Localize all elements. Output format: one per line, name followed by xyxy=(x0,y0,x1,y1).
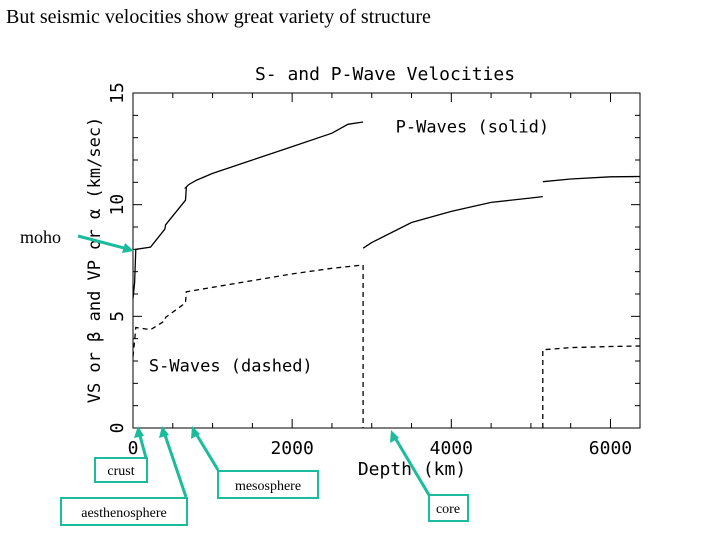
core-arrow-line xyxy=(392,435,431,496)
aesthenosphere-arrow-head xyxy=(159,426,169,438)
y-axis-label: VS or β and VP or α (km/sec) xyxy=(85,117,105,404)
chart-title: S- and P-Wave Velocities xyxy=(255,64,515,85)
core-box xyxy=(428,494,469,522)
plot-frame xyxy=(132,92,641,429)
callout-moho: moho xyxy=(20,227,134,253)
axis-ticks xyxy=(132,92,640,429)
callout-mesosphere: mesosphere xyxy=(191,426,319,499)
y-tick-label: 15 xyxy=(107,82,128,104)
moho-label: moho xyxy=(20,227,61,247)
y-axis-label-text: VS or β and VP or α (km/sec) xyxy=(85,117,105,404)
y-tick-label: 5 xyxy=(107,311,128,322)
callout-crust: crust xyxy=(94,426,148,483)
crust-box xyxy=(94,457,148,483)
series-lines xyxy=(132,121,641,428)
x-tick-label: 6000 xyxy=(589,438,632,459)
slide-title: But seismic velocities show great variet… xyxy=(6,6,431,28)
p-wave-line xyxy=(132,121,364,299)
crust-arrow-head xyxy=(134,426,144,438)
x-tick-label: 0 xyxy=(128,438,139,459)
x-tick-label: 4000 xyxy=(430,438,473,459)
y-tick-label: 0 xyxy=(107,423,128,434)
axis-tick-labels: 0 2000 4000 6000 0 5 10 15 xyxy=(107,82,632,459)
s-wave-line xyxy=(132,264,364,428)
s-waves-annotation: S-Waves (dashed) xyxy=(149,356,313,376)
moho-arrow-line xyxy=(77,234,129,251)
crust-label: crust xyxy=(107,464,134,479)
x-tick-label: 2000 xyxy=(270,438,313,459)
callout-aesthenosphere: aesthenosphere xyxy=(60,426,188,526)
moho-arrow-head xyxy=(122,243,134,253)
callout-core: core xyxy=(390,430,469,522)
aesthenosphere-arrow-line xyxy=(162,431,188,498)
p-wave-line xyxy=(362,195,543,249)
mesosphere-box xyxy=(217,470,319,499)
mesosphere-arrow-line xyxy=(193,431,220,471)
x-axis-label: Depth (km) xyxy=(358,459,466,480)
aesthenosphere-box xyxy=(60,497,188,526)
p-waves-annotation: P-Waves (solid) xyxy=(396,118,550,138)
core-label: core xyxy=(436,502,460,517)
s-wave-line xyxy=(542,345,641,428)
mesosphere-arrow-head xyxy=(191,426,200,439)
aesthenosphere-label: aesthenosphere xyxy=(81,506,167,521)
core-arrow-head xyxy=(390,430,399,443)
y-tick-label: 10 xyxy=(107,194,128,216)
mesosphere-label: mesosphere xyxy=(235,479,301,494)
p-wave-line xyxy=(542,175,641,183)
